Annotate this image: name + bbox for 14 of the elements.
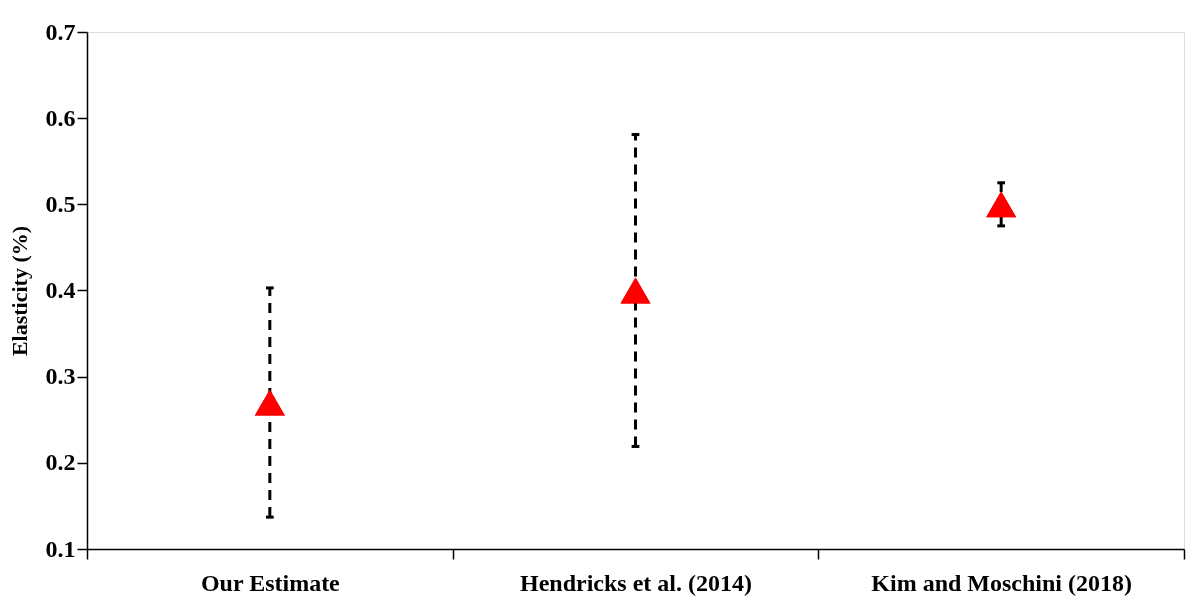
y-axis-title: Elasticity (%) (6, 225, 32, 357)
y-tick-label: 0.4 (45, 277, 76, 303)
x-tick-label: Hendricks et al. (2014) (520, 569, 752, 596)
y-tick-label: 0.5 (45, 190, 76, 217)
point (254, 389, 285, 416)
x-tick-label: Our Estimate (200, 569, 341, 596)
y-tick-label: 0.7 (45, 18, 76, 45)
x-tick-label: Kim and Moschini (2018) (871, 569, 1133, 596)
y-tick-label: 0.3 (45, 363, 76, 390)
point (986, 191, 1017, 218)
point (620, 277, 651, 304)
y-tick-label: 0.2 (45, 449, 76, 476)
y-tick-label: 0.6 (45, 104, 76, 131)
y-tick-label: 0.1 (45, 535, 76, 562)
